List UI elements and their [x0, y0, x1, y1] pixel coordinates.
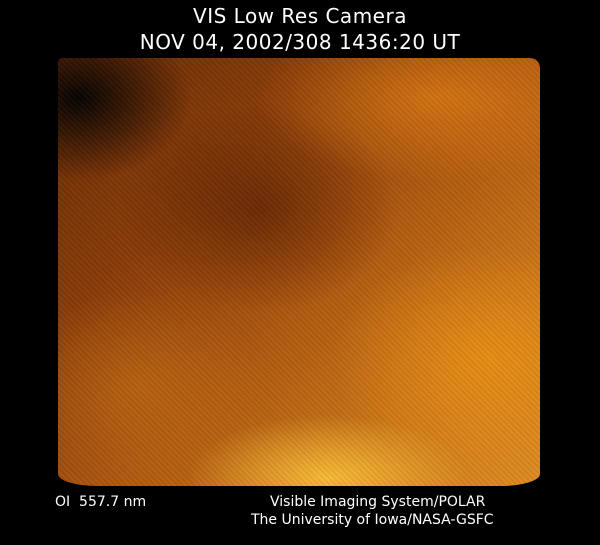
camera-image	[58, 58, 540, 486]
wavelength-label: OI 557.7 nm	[55, 494, 147, 510]
instrument-label: Visible Imaging System/POLAR	[270, 494, 486, 510]
image-title: VIS Low Res Camera	[193, 4, 407, 28]
image-timestamp: NOV 04, 2002/308 1436:20 UT	[139, 30, 461, 54]
institution-label: The University of Iowa/NASA-GSFC	[251, 512, 494, 528]
